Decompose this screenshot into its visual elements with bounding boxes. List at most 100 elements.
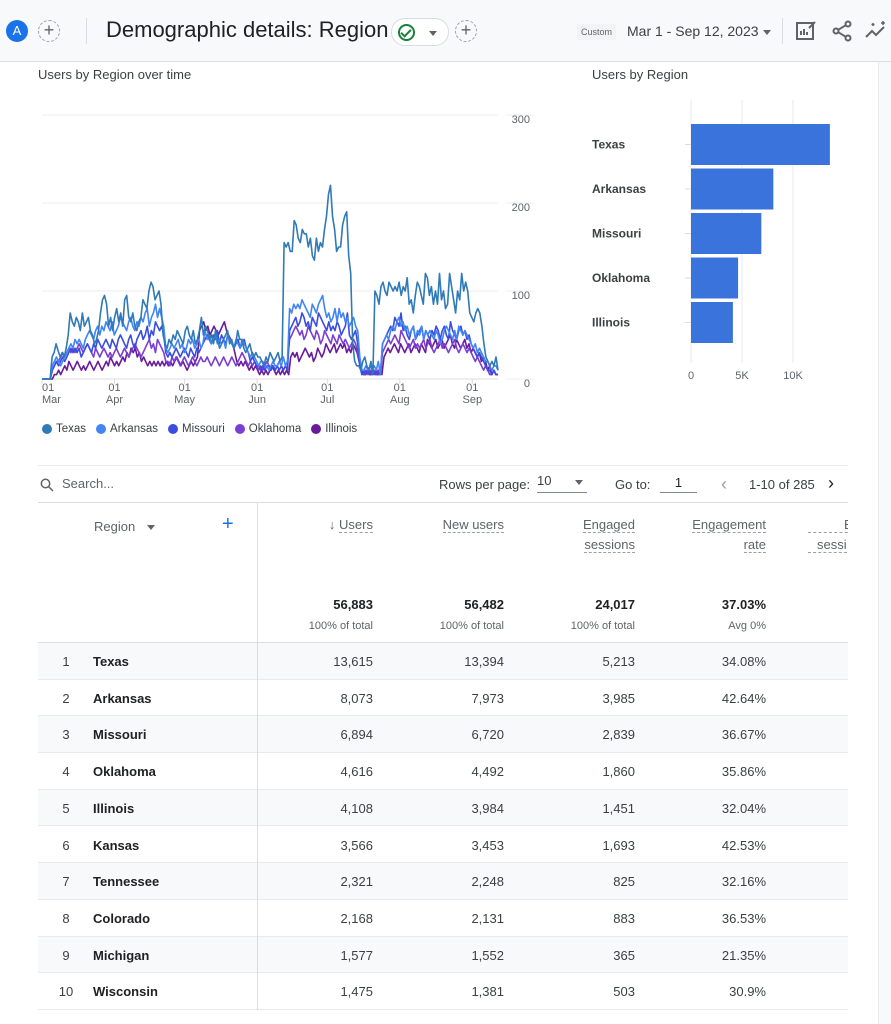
add-dimension-button[interactable]: + bbox=[222, 513, 234, 535]
row-rank: 9 bbox=[62, 947, 70, 963]
row-region[interactable]: Wisconsin bbox=[93, 984, 158, 1000]
row-new-users: 1,552 bbox=[471, 947, 504, 963]
x-tick-label: 01 bbox=[321, 382, 333, 394]
line-chart-title: Users by Region over time bbox=[38, 67, 192, 82]
line-chart[interactable]: 010020030001Mar01Apr01May01Jun01Jul01Aug… bbox=[0, 95, 560, 415]
rows-per-page-select[interactable]: 10 bbox=[537, 473, 587, 493]
total-new-users: 56,482 bbox=[464, 597, 504, 612]
column-header-engaged-sessions[interactable]: Engaged sessions bbox=[582, 517, 635, 553]
dimension-header-label: Region bbox=[94, 519, 136, 534]
legend-item[interactable]: Illinois bbox=[311, 423, 357, 435]
category-label: Texas bbox=[592, 138, 625, 152]
row-region[interactable]: Colorado bbox=[93, 910, 151, 926]
chevron-down-icon bbox=[575, 480, 583, 485]
table-row[interactable]: 2 Arkansas 8,073 7,973 3,985 42.64% bbox=[38, 680, 848, 717]
table-row[interactable]: 8 Colorado 2,168 2,131 883 36.53% bbox=[38, 900, 848, 937]
series-line-texas[interactable] bbox=[42, 184, 499, 380]
row-rank: 7 bbox=[62, 874, 70, 890]
column-header-engagement-rate[interactable]: Engagement rate bbox=[692, 517, 766, 553]
total-users: 56,883 bbox=[333, 597, 373, 612]
bar-oklahoma[interactable] bbox=[691, 257, 739, 299]
total-new-users-sub: 100% of total bbox=[439, 620, 504, 632]
row-region[interactable]: Arkansas bbox=[93, 690, 152, 706]
x-tick-label: 01 bbox=[179, 382, 191, 394]
table-row[interactable]: 5 Illinois 4,108 3,984 1,451 32.04% bbox=[38, 789, 848, 827]
legend-item[interactable]: Texas bbox=[42, 423, 86, 435]
rows-per-page-value: 10 bbox=[537, 473, 552, 488]
chevron-down-icon bbox=[146, 525, 155, 531]
row-region[interactable]: Illinois bbox=[93, 800, 135, 816]
report-status-dropdown[interactable] bbox=[391, 18, 449, 46]
category-label: Arkansas bbox=[592, 182, 646, 196]
legend-item[interactable]: Arkansas bbox=[96, 423, 158, 435]
table-row[interactable]: 7 Tennessee 2,321 2,248 825 32.16% bbox=[38, 863, 848, 900]
bar-missouri[interactable] bbox=[691, 213, 762, 254]
row-rank: 6 bbox=[62, 837, 70, 853]
chevron-down-icon[interactable] bbox=[763, 30, 771, 35]
column-header-users[interactable]: ↓ Users bbox=[328, 517, 373, 533]
row-region[interactable]: Tennessee bbox=[93, 874, 160, 890]
series-line-arkansas[interactable] bbox=[42, 294, 499, 380]
row-new-users: 13,394 bbox=[464, 654, 504, 669]
bar-chart[interactable]: 0 5K 10K Texas Arkansas Missouri Oklahoma Illin… bbox=[580, 95, 870, 395]
table-row[interactable]: 6 Kansas 3,566 3,453 1,693 42.53% bbox=[38, 827, 848, 864]
x-tick-label: Apr bbox=[106, 394, 123, 406]
row-region[interactable]: Kansas bbox=[93, 837, 140, 853]
pagination-info: 1-10 of 285 bbox=[749, 477, 815, 492]
row-engagement-rate: 42.64% bbox=[721, 690, 766, 706]
row-engaged-sessions: 3,985 bbox=[602, 690, 635, 706]
row-engaged-sessions: 365 bbox=[613, 947, 635, 963]
row-users: 2,168 bbox=[340, 910, 373, 926]
bar-texas[interactable] bbox=[691, 124, 830, 165]
date-range-picker[interactable]: Mar 1 - Sep 12, 2023 bbox=[627, 23, 759, 39]
legend-label: Missouri bbox=[181, 423, 225, 435]
row-new-users: 2,248 bbox=[471, 874, 504, 890]
row-engagement-rate: 35.86% bbox=[721, 764, 766, 780]
row-rank: 4 bbox=[62, 764, 70, 780]
add-filter-button[interactable]: + bbox=[455, 20, 477, 42]
row-region[interactable]: Oklahoma bbox=[93, 764, 156, 780]
goto-label: Go to: bbox=[615, 477, 651, 492]
row-engagement-rate: 36.53% bbox=[721, 910, 766, 926]
report-header: A + Demographic details: Region + Custom… bbox=[0, 0, 891, 62]
date-range-type-chip[interactable]: Custom bbox=[577, 24, 617, 40]
insights-icon[interactable] bbox=[864, 19, 888, 43]
avatar[interactable]: A bbox=[6, 20, 28, 42]
search-input[interactable] bbox=[62, 476, 262, 491]
goto-page-input[interactable] bbox=[660, 473, 697, 493]
series-line-illinois[interactable] bbox=[42, 321, 498, 380]
row-engaged-sessions: 1,451 bbox=[602, 800, 635, 816]
add-comparison-button[interactable]: + bbox=[38, 20, 60, 42]
row-engaged-sessions: 883 bbox=[613, 910, 635, 926]
previous-page-button[interactable]: ‹ bbox=[721, 474, 727, 494]
bar-chart-title: Users by Region bbox=[592, 67, 689, 82]
table-row[interactable]: 9 Michigan 1,577 1,552 365 21.35% bbox=[38, 936, 848, 974]
table-row[interactable]: 3 Missouri 6,894 6,720 2,839 36.67% bbox=[38, 716, 848, 754]
legend-item[interactable]: Oklahoma bbox=[234, 423, 302, 435]
next-page-button[interactable]: › bbox=[828, 473, 834, 493]
row-engagement-rate: 32.16% bbox=[721, 874, 766, 890]
legend-label: Oklahoma bbox=[248, 423, 302, 435]
column-header-engaged-sessions-per-user[interactable]: E sessi bbox=[808, 515, 848, 555]
legend-item[interactable]: Missouri bbox=[167, 423, 225, 435]
legend-label: Arkansas bbox=[110, 423, 158, 435]
table-row[interactable]: 10 Wisconsin 1,475 1,381 503 30.9% bbox=[38, 973, 848, 1010]
row-region[interactable]: Michigan bbox=[93, 947, 150, 963]
customize-report-icon[interactable] bbox=[794, 19, 818, 43]
bar-arkansas[interactable] bbox=[691, 168, 774, 210]
row-region[interactable]: Texas bbox=[93, 654, 129, 669]
column-header-new-users[interactable]: New users bbox=[442, 517, 504, 533]
table-row[interactable]: 4 Oklahoma 4,616 4,492 1,860 35.86% bbox=[38, 753, 848, 790]
x-tick-label: 10K bbox=[783, 370, 803, 382]
row-users: 2,321 bbox=[340, 874, 373, 890]
row-rank: 1 bbox=[62, 654, 70, 669]
dimension-selector[interactable]: Region bbox=[94, 517, 155, 537]
row-engaged-sessions: 5,213 bbox=[602, 654, 635, 669]
scrollbar-gutter[interactable] bbox=[878, 62, 891, 1024]
x-tick-label: Jun bbox=[248, 394, 266, 406]
line-chart-legend: Texas Arkansas Missouri Oklahoma Illinois bbox=[42, 423, 357, 435]
share-icon[interactable] bbox=[830, 19, 854, 43]
row-region[interactable]: Missouri bbox=[93, 727, 147, 743]
table-row[interactable]: 1 Texas 13,615 13,394 5,213 34.08% bbox=[38, 643, 848, 680]
bar-illinois[interactable] bbox=[691, 302, 733, 343]
